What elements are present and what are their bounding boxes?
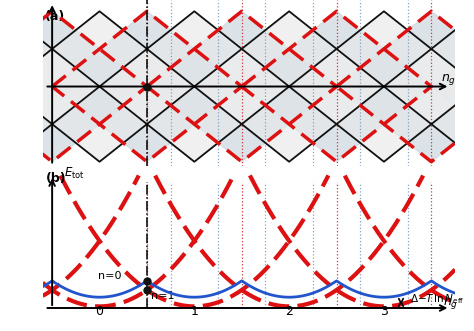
Text: 3: 3 bbox=[380, 305, 388, 318]
Polygon shape bbox=[431, 11, 474, 162]
Polygon shape bbox=[289, 11, 474, 162]
Text: $n_g$: $n_g$ bbox=[441, 72, 456, 87]
Polygon shape bbox=[194, 11, 384, 162]
Polygon shape bbox=[147, 11, 337, 162]
Text: n=0: n=0 bbox=[98, 271, 121, 281]
Text: 2: 2 bbox=[285, 305, 293, 318]
Text: 1: 1 bbox=[191, 305, 198, 318]
Text: (a): (a) bbox=[45, 10, 65, 23]
Polygon shape bbox=[0, 11, 147, 162]
Polygon shape bbox=[194, 11, 384, 162]
Text: $n_g$: $n_g$ bbox=[443, 297, 458, 311]
Polygon shape bbox=[337, 11, 474, 162]
Polygon shape bbox=[289, 11, 474, 162]
Text: n=1: n=1 bbox=[151, 291, 174, 301]
Text: $\Delta$$-T\,\ln N_{\rm eff}$: $\Delta$$-T\,\ln N_{\rm eff}$ bbox=[410, 292, 465, 306]
Polygon shape bbox=[5, 11, 194, 162]
Polygon shape bbox=[0, 11, 100, 162]
Text: (b): (b) bbox=[46, 172, 66, 185]
Text: 0: 0 bbox=[96, 305, 103, 318]
Text: $E_{\rm tot}$: $E_{\rm tot}$ bbox=[64, 166, 84, 181]
Polygon shape bbox=[242, 11, 431, 162]
Polygon shape bbox=[384, 11, 474, 162]
Polygon shape bbox=[100, 11, 289, 162]
Polygon shape bbox=[100, 11, 289, 162]
Polygon shape bbox=[52, 11, 242, 162]
Polygon shape bbox=[384, 11, 474, 162]
Polygon shape bbox=[0, 11, 100, 162]
Polygon shape bbox=[5, 11, 194, 162]
